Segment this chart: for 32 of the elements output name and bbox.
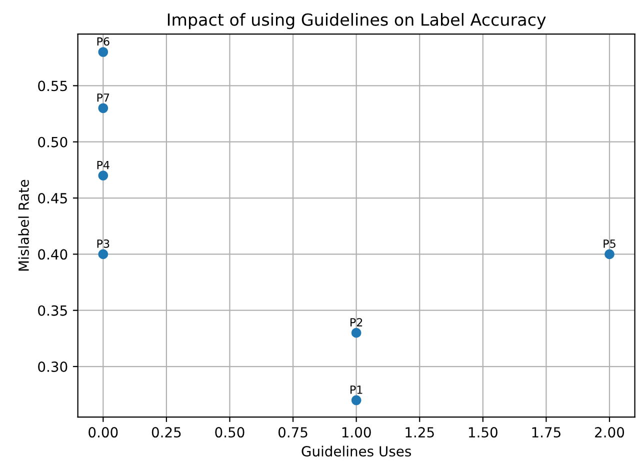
point <box>98 103 108 114</box>
x-tick-label: 0.75 <box>278 427 308 438</box>
y-axis-title: Mislabel Rate <box>18 180 29 271</box>
point <box>351 328 362 338</box>
y-tick-label: 0.55 <box>38 80 67 92</box>
point <box>98 170 108 180</box>
annotation: P7 <box>97 94 110 102</box>
x-tick-label: 1.25 <box>406 427 434 438</box>
annotation: P2 <box>350 318 362 326</box>
x-tick-label: 0.50 <box>215 427 244 438</box>
x-tick-label: 2.00 <box>595 427 624 438</box>
y-tick-label: 0.30 <box>38 361 68 372</box>
x-tick-label: 0.00 <box>88 427 118 438</box>
annotation: P3 <box>97 239 110 248</box>
annotation: P5 <box>604 240 616 248</box>
point <box>98 47 108 57</box>
y-tick-label: 0.50 <box>38 136 68 148</box>
x-tick-label: 0.25 <box>152 427 181 438</box>
annotation: P4 <box>97 160 110 170</box>
x-tick-label: 1.00 <box>342 427 371 438</box>
point <box>604 249 614 260</box>
point <box>351 395 362 406</box>
x-axis-title: Guidelines Uses <box>302 446 411 457</box>
chart-title: Impact of using Guidelines on Label Accuracy <box>168 13 546 30</box>
y-tick-label: 0.35 <box>38 305 67 316</box>
y-tick-label: 0.40 <box>38 249 68 260</box>
annotation: P1 <box>350 386 362 394</box>
x-tick-label: 1.50 <box>468 427 498 438</box>
point <box>98 249 108 260</box>
x-tick-label: 1.75 <box>532 427 560 438</box>
annotation: P6 <box>97 37 110 46</box>
y-tick-label: 0.45 <box>38 192 67 204</box>
